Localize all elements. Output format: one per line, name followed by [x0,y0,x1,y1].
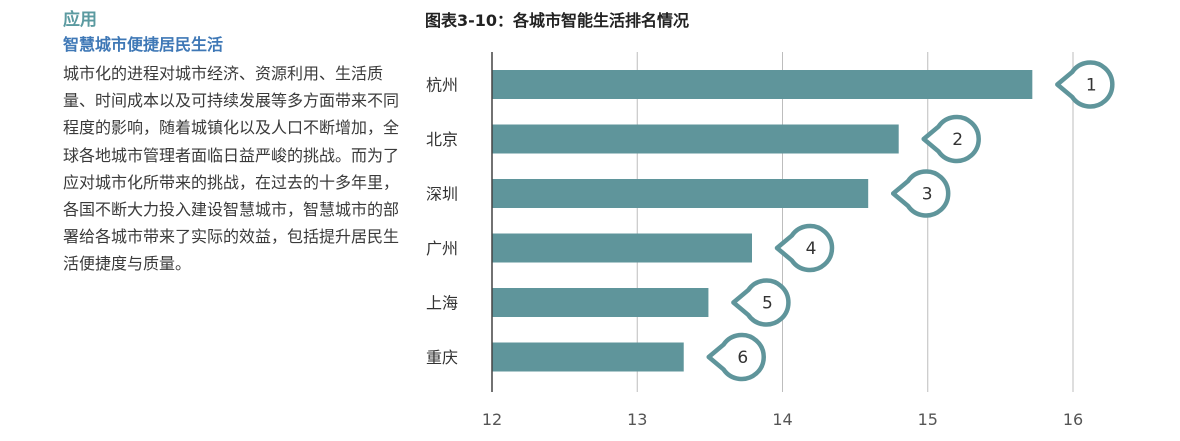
rank-badges: 1 2 3 4 5 6 [706,60,1115,382]
rank-badge [890,169,951,218]
x-tick-label: 12 [482,410,502,429]
rank-label: 5 [762,294,773,314]
gridlines [636,52,1074,392]
rank-badge [921,114,981,164]
rank-label: 2 [952,130,963,150]
bar [492,70,1033,99]
rank-label: 4 [806,239,817,259]
category-label: 广州 [426,239,458,258]
section-heading: 应用 [63,10,97,30]
article-paragraph: 城市化的进程对城市经济、资源利用、生活质量、时间成本以及可持续发展等多方面带来不… [63,64,400,274]
rank-badge [774,223,835,273]
bar [492,233,752,263]
x-tick-label: 14 [772,410,792,429]
category-label: 深圳 [426,185,458,204]
bar [492,179,869,208]
rank-label: 6 [737,348,748,368]
bar [492,288,709,317]
article-subtitle: 智慧城市便捷居民生活 [63,35,224,54]
rank-badge [706,332,766,382]
category-label: 上海 [426,294,458,313]
rank-label: 1 [1086,76,1097,96]
article-column: 应用 智慧城市便捷居民生活 城市化的进程对城市经济、资源利用、生活质量、时间成本… [63,8,403,278]
rank-badge [731,278,791,327]
category-label: 重庆 [426,348,458,367]
rank-badge [1055,60,1115,109]
chart-title: 图表3-10：各城市智能生活排名情况 [425,11,690,30]
bars [492,70,1033,372]
category-label: 杭州 [426,76,458,95]
rank-label: 3 [922,185,933,205]
x-tick-label: 13 [627,410,647,429]
bar [492,342,684,372]
category-label: 北京 [426,130,458,149]
x-axis-ticks: 12 13 14 15 16 [482,410,1083,429]
bar [492,124,899,154]
x-tick-label: 16 [1063,410,1083,429]
x-tick-label: 15 [918,410,938,429]
